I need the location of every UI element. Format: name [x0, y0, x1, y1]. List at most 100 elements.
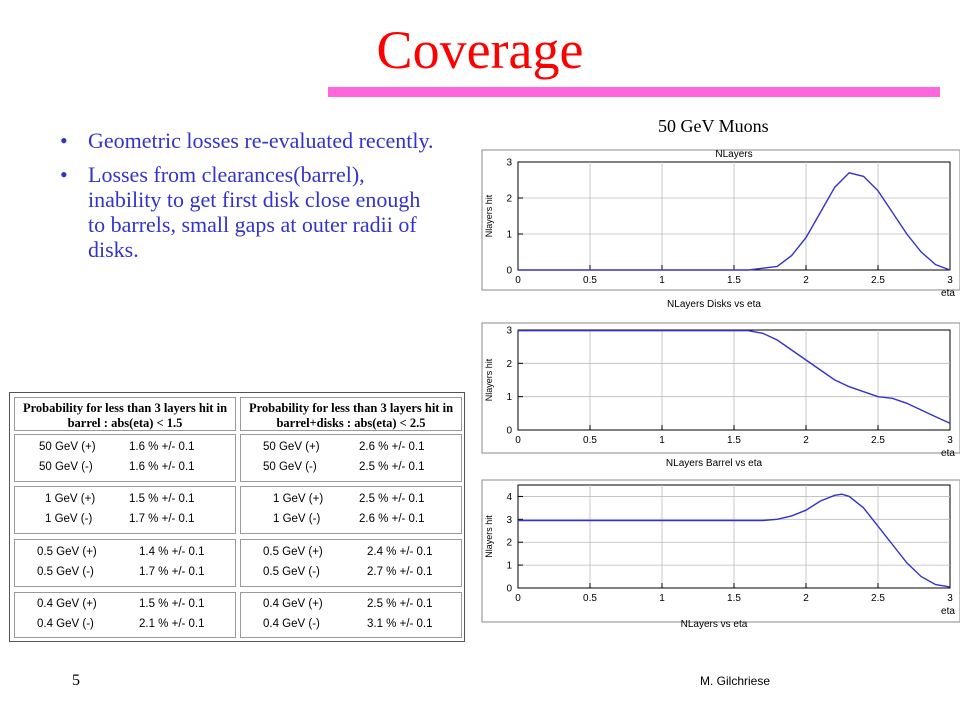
- y-tick-label: 2: [506, 194, 512, 205]
- plot-footer-label: NLayers Disks vs eta: [667, 299, 761, 310]
- table-group-cell: 0.5 GeV (+) 2.4 % +/- 0.1 0.5 GeV (-) 2.…: [240, 539, 462, 587]
- y-tick-label: 0: [506, 584, 512, 595]
- bullet-item: • Losses from clearances(barrel), inabili…: [60, 162, 440, 262]
- plot-frame: [481, 149, 960, 291]
- x-tick-label: 1: [659, 275, 665, 286]
- table-row-value: 1.5 % +/- 0.1: [129, 493, 195, 505]
- x-tick-label: 3: [947, 435, 953, 446]
- author-name: M. Gilchriese: [700, 674, 771, 688]
- y-tick-label: 0: [506, 266, 512, 277]
- table-row-label: 0.4 GeV (-): [263, 618, 320, 630]
- x-tick-label: 2.5: [871, 593, 885, 604]
- table-header-barrel-disks: Probability for less than 3 layers hit i…: [240, 397, 462, 431]
- table-row-label: 0.5 GeV (+): [37, 546, 97, 558]
- table-row-value: 1.7 % +/- 0.1: [139, 566, 205, 578]
- y-tick-label: 0: [506, 426, 512, 437]
- plot-frame: [481, 322, 960, 454]
- table-group-cell: 0.4 GeV (+) 2.5 % +/- 0.1 0.4 GeV (-) 3.…: [240, 592, 462, 638]
- table-row-label: 1 GeV (-): [45, 513, 93, 525]
- bullet-list: • Geometric losses re-evaluated recently.…: [60, 128, 440, 271]
- x-tick-label: 0.5: [583, 275, 597, 286]
- y-tick-label: 1: [506, 230, 512, 241]
- x-tick-label: 0: [515, 275, 521, 286]
- y-tick-label: 3: [506, 326, 512, 337]
- table-group-cell: 1 GeV (+) 1.5 % +/- 0.1 1 GeV (-) 1.7 % …: [14, 486, 236, 534]
- table-row-label: 0.5 GeV (-): [37, 566, 94, 578]
- table-row-label: 1 GeV (+): [45, 493, 96, 505]
- table-row-value: 2.1 % +/- 0.1: [139, 618, 205, 630]
- table-row-value: 2.5 % +/- 0.1: [367, 598, 433, 610]
- plot-frame: [481, 479, 960, 623]
- slide-number: 5: [72, 672, 80, 689]
- x-axis-label: eta: [941, 448, 955, 459]
- table-row-value: 1.7 % +/- 0.1: [129, 513, 195, 525]
- y-tick-label: 1: [506, 392, 512, 403]
- y-tick-label: 3: [506, 158, 512, 169]
- table-row-label: 0.4 GeV (+): [37, 598, 97, 610]
- table-row-value: 2.6 % +/- 0.1: [359, 513, 425, 525]
- plot-footer-label: NLayers vs eta: [681, 619, 748, 630]
- table-row-label: 50 GeV (-): [39, 461, 93, 473]
- bullet-item: • Geometric losses re-evaluated recently.: [60, 128, 440, 153]
- table-group-cell: 1 GeV (+) 2.5 % +/- 0.1 1 GeV (-) 2.6 % …: [240, 486, 462, 534]
- slide-title: Coverage: [376, 20, 584, 80]
- x-tick-label: 2: [803, 593, 809, 604]
- table-group-cell: 0.4 GeV (+) 1.5 % +/- 0.1 0.4 GeV (-) 2.…: [14, 592, 236, 638]
- y-tick-label: 2: [506, 359, 512, 370]
- series-line: [518, 172, 951, 271]
- x-tick-label: 0.5: [583, 435, 597, 446]
- table-row-value: 2.5 % +/- 0.1: [359, 461, 425, 473]
- table-row-value: 2.4 % +/- 0.1: [367, 546, 433, 558]
- x-tick-label: 1.5: [727, 435, 741, 446]
- bullet-text: Losses from clearances(barrel), inabilit…: [88, 162, 421, 262]
- x-tick-label: 0: [515, 593, 521, 604]
- x-tick-label: 2.5: [871, 435, 885, 446]
- table-row-value: 3.1 % +/- 0.1: [367, 618, 433, 630]
- table-row-value: 1.5 % +/- 0.1: [139, 598, 205, 610]
- table-row-value: 2.7 % +/- 0.1: [367, 566, 433, 578]
- bullet-dot-icon: •: [60, 162, 68, 187]
- table-group-cell: 50 GeV (+) 1.6 % +/- 0.1 50 GeV (-) 1.6 …: [14, 434, 236, 482]
- x-axis-label: eta: [941, 288, 955, 299]
- plot-title: NLayers: [715, 149, 752, 160]
- y-axis-label: Nlayers hit: [484, 358, 494, 401]
- table-row-label: 1 GeV (+): [273, 493, 324, 505]
- table-group-cell: 0.5 GeV (+) 1.4 % +/- 0.1 0.5 GeV (-) 1.…: [14, 539, 236, 587]
- x-tick-label: 1: [659, 435, 665, 446]
- x-tick-label: 1.5: [727, 593, 741, 604]
- table-row-label: 0.5 GeV (+): [263, 546, 323, 558]
- plot-footer-label: NLayers Barrel vs eta: [666, 458, 763, 469]
- y-tick-label: 3: [506, 515, 512, 526]
- y-tick-label: 1: [506, 561, 512, 572]
- x-tick-label: 1: [659, 593, 665, 604]
- plot-caption: 50 GeV Muons: [658, 116, 769, 136]
- title-underline: [328, 87, 940, 97]
- bullet-dot-icon: •: [60, 128, 68, 153]
- y-axis-label: Nlayers hit: [484, 194, 494, 237]
- table-row-value: 1.6 % +/- 0.1: [129, 461, 195, 473]
- table-row-label: 50 GeV (+): [263, 441, 320, 453]
- x-tick-label: 2: [803, 435, 809, 446]
- table-row-value: 2.5 % +/- 0.1: [359, 493, 425, 505]
- table-row-value: 1.4 % +/- 0.1: [139, 546, 205, 558]
- table-row-value: 1.6 % +/- 0.1: [129, 441, 195, 453]
- bullet-text: Geometric losses re-evaluated recently.: [88, 128, 434, 153]
- table-row-label: 1 GeV (-): [273, 513, 321, 525]
- x-tick-label: 0.5: [583, 593, 597, 604]
- table-header-barrel: Probability for less than 3 layers hit i…: [14, 397, 236, 431]
- table-group-cell: 50 GeV (+) 2.6 % +/- 0.1 50 GeV (-) 2.5 …: [240, 434, 462, 482]
- x-tick-label: 1.5: [727, 275, 741, 286]
- series-line: [518, 493, 951, 588]
- y-tick-label: 4: [506, 492, 512, 503]
- x-tick-label: 3: [947, 275, 953, 286]
- table-row-label: 0.4 GeV (+): [263, 598, 323, 610]
- x-tick-label: 2: [803, 275, 809, 286]
- x-tick-label: 2.5: [871, 275, 885, 286]
- y-tick-label: 2: [506, 538, 512, 549]
- table-row-label: 50 GeV (+): [39, 441, 96, 453]
- table-row-label: 0.5 GeV (-): [263, 566, 320, 578]
- table-row-label: 0.4 GeV (-): [37, 618, 94, 630]
- eta-coverage-plots: 0 0.5 1 1.5 2 2.5 3 0 1 2 3 Nlayers hit eta NLayers NL…: [481, 149, 960, 630]
- x-axis-label: eta: [941, 606, 955, 617]
- series-line: [518, 329, 951, 424]
